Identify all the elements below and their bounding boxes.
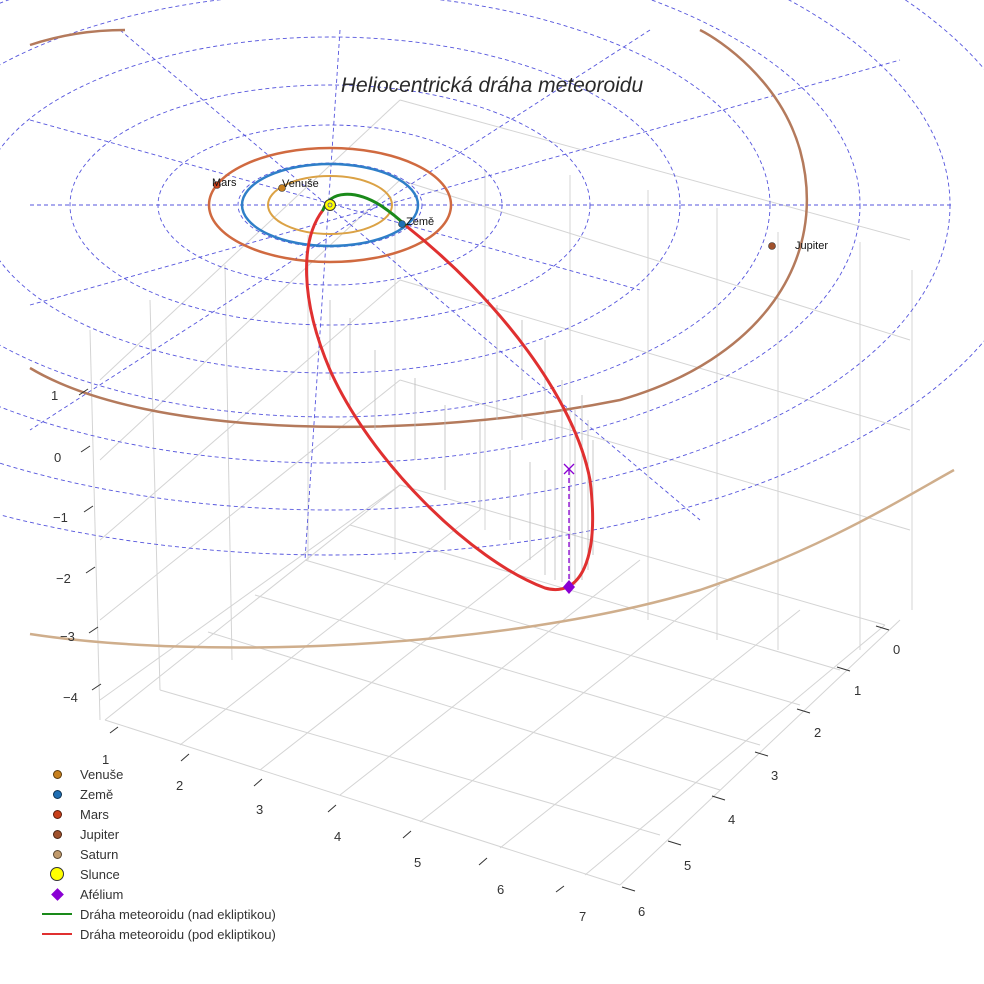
x-axis: 1 2 3 4 5 6 7 bbox=[102, 726, 586, 924]
z-tick: −1 bbox=[53, 510, 68, 525]
saturn-dot-icon bbox=[34, 844, 80, 864]
mars-label: Mars bbox=[212, 177, 237, 189]
y-tick: 5 bbox=[684, 858, 691, 873]
venus-dot-icon bbox=[34, 764, 80, 784]
planet-orbits bbox=[29, 28, 955, 649]
jupiter-orbit bbox=[29, 28, 809, 429]
legend-item-saturn[interactable]: Saturn bbox=[34, 844, 276, 864]
z-tick: −2 bbox=[56, 571, 71, 586]
earth-marker bbox=[398, 220, 406, 228]
legend-label: Slunce bbox=[80, 866, 120, 882]
legend-label: Jupiter bbox=[80, 826, 120, 842]
y-tick: 4 bbox=[728, 812, 735, 827]
legend-label: Saturn bbox=[80, 846, 119, 862]
jupiter-dot-icon bbox=[34, 824, 80, 844]
legend-item-orbit-above[interactable]: Dráha meteoroidu (nad ekliptikou) bbox=[34, 904, 276, 924]
y-tick: 6 bbox=[638, 904, 645, 919]
x-tick: 2 bbox=[176, 778, 183, 793]
aphelion-marker-group bbox=[563, 463, 575, 594]
aphelion-diamond-icon bbox=[34, 884, 80, 904]
legend-item-venus[interactable]: Venuše bbox=[34, 764, 276, 784]
earth-label: Země bbox=[406, 216, 434, 228]
y-tick: 1 bbox=[854, 683, 861, 698]
legend-label: Afélium bbox=[80, 886, 124, 902]
orbit-drop-lines bbox=[329, 300, 594, 585]
legend-label: Dráha meteoroidu (pod ekliptikou) bbox=[80, 926, 276, 942]
z-axis: 1 0 −1 −2 −3 −4 bbox=[51, 388, 102, 705]
venus-label: Venuše bbox=[282, 178, 319, 190]
x-tick: 1 bbox=[102, 752, 109, 767]
mars-dot-icon bbox=[34, 804, 80, 824]
legend-item-orbit-below[interactable]: Dráha meteoroidu (pod ekliptikou) bbox=[34, 924, 276, 944]
venus-marker bbox=[278, 184, 286, 192]
planet-markers bbox=[213, 181, 776, 250]
planet-labels: Mars Venuše Země Jupiter bbox=[212, 177, 828, 252]
legend-label: Dráha meteoroidu (nad ekliptikou) bbox=[80, 906, 276, 922]
red-line-icon bbox=[34, 924, 80, 944]
legend-label: Venuše bbox=[80, 766, 124, 782]
z-tick: 1 bbox=[51, 388, 58, 403]
venus-orbit bbox=[267, 175, 393, 235]
x-tick: 4 bbox=[334, 829, 341, 844]
legend-item-jupiter[interactable]: Jupiter bbox=[34, 824, 276, 844]
legend-item-sun[interactable]: Slunce bbox=[34, 864, 276, 884]
x-tick: 6 bbox=[497, 882, 504, 897]
aphelion-projection-x-icon bbox=[563, 463, 575, 475]
y-tick: 0 bbox=[893, 642, 900, 657]
orbit-below-ecliptic bbox=[305, 208, 595, 591]
x-tick: 5 bbox=[414, 855, 421, 870]
mars-orbit bbox=[207, 146, 453, 264]
ecliptic-polar-grid bbox=[0, 0, 984, 561]
legend-item-mars[interactable]: Mars bbox=[34, 804, 276, 824]
x-tick: 7 bbox=[579, 909, 586, 924]
x-tick: 3 bbox=[256, 802, 263, 817]
meteoroid-orbit bbox=[305, 192, 595, 591]
sun-marker bbox=[324, 199, 336, 211]
sun-dot-icon bbox=[34, 864, 80, 884]
legend-label: Mars bbox=[80, 806, 109, 822]
z-tick: −4 bbox=[63, 690, 78, 705]
orbit-above-ecliptic bbox=[321, 192, 407, 227]
legend-item-earth[interactable]: Země bbox=[34, 784, 276, 804]
saturn-orbit bbox=[29, 468, 955, 649]
green-line-icon bbox=[34, 904, 80, 924]
legend-item-aphelion[interactable]: Afélium bbox=[34, 884, 276, 904]
legend-label: Země bbox=[80, 786, 114, 802]
jupiter-marker bbox=[768, 242, 776, 250]
z-tick: −3 bbox=[60, 629, 75, 644]
axis-box-grid bbox=[89, 99, 913, 886]
earth-orbit bbox=[240, 162, 420, 248]
y-tick: 3 bbox=[771, 768, 778, 783]
y-axis: 0 1 2 3 4 5 6 bbox=[621, 625, 900, 919]
aphelion-diamond-icon bbox=[563, 580, 575, 594]
jupiter-label: Jupiter bbox=[795, 240, 828, 252]
y-tick: 2 bbox=[814, 725, 821, 740]
z-tick: 0 bbox=[54, 450, 61, 465]
earth-dot-icon bbox=[34, 784, 80, 804]
legend: Venuše Země Mars Jupiter Saturn Slunce A… bbox=[34, 764, 276, 944]
mars-marker bbox=[213, 181, 221, 189]
